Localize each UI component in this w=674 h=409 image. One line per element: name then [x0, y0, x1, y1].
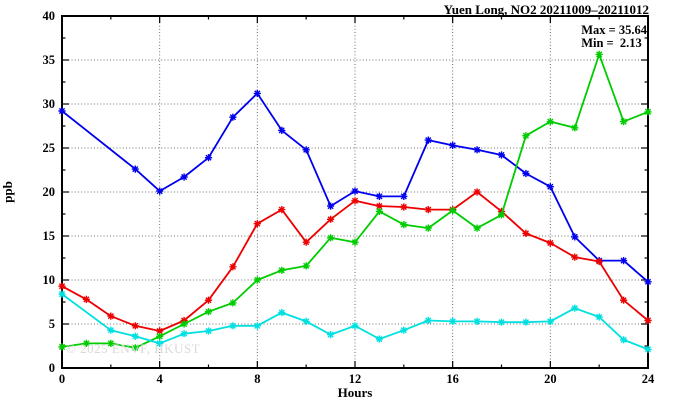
- x-tick-label: 12: [348, 372, 362, 386]
- x-tick-label: 4: [156, 372, 163, 386]
- chart-title: Yuen Long, NO2 20211009–20211012: [443, 2, 649, 17]
- x-tick-label: 20: [544, 372, 557, 386]
- max-label: Max = 35.64: [581, 23, 647, 37]
- x-tick-label: 16: [446, 372, 459, 386]
- min-label: Min = 2.13: [581, 36, 642, 50]
- y-tick-label: 20: [42, 185, 56, 199]
- y-tick-label: 25: [42, 141, 56, 155]
- y-tick-label: 40: [42, 9, 56, 23]
- watermark: © 2025 ENVF, HKUST: [66, 341, 201, 356]
- x-tick-label: 8: [254, 372, 261, 386]
- y-tick-label: 35: [42, 53, 56, 67]
- x-tick-label: 0: [58, 372, 66, 386]
- line-day4-cyan: [61, 293, 649, 351]
- markers-day3-green: [58, 50, 652, 352]
- y-tick-label: 0: [48, 361, 55, 375]
- y-tick-label: 30: [42, 97, 56, 111]
- y-tick-label: 15: [42, 229, 56, 243]
- markers-day4-cyan: [58, 290, 652, 353]
- x-tick-label: 24: [641, 372, 655, 386]
- line-day2-red: [61, 191, 649, 332]
- y-tick-label: 5: [48, 317, 55, 331]
- x-axis-label: Hours: [337, 385, 373, 400]
- max-min-annotation: Max = 35.64 Min = 2.13: [581, 24, 647, 50]
- y-tick-label: 10: [42, 273, 56, 287]
